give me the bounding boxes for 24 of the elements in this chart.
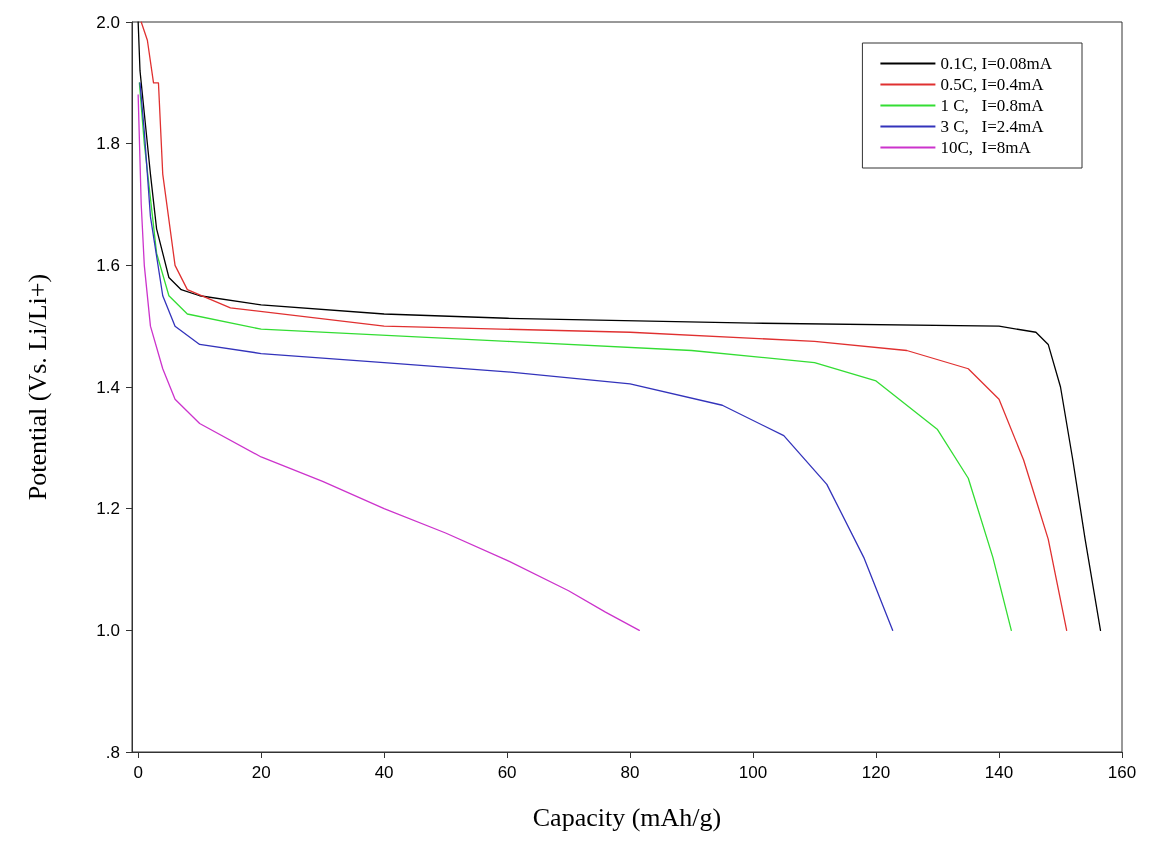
legend-label: 0.5C, I=0.4mA [940, 75, 1045, 94]
x-tick-label: 160 [1107, 763, 1137, 782]
y-tick-label: 1.6 [96, 255, 120, 275]
legend-label: 10C, I=8mA [940, 138, 1032, 157]
x-tick-label: 20 [251, 763, 271, 782]
legend-label: 0.1C, I=0.08mA [940, 54, 1053, 73]
x-axis-title: Capacity (mAh/g) [532, 802, 722, 832]
y-tick-label: 1.0 [96, 620, 120, 640]
x-tick-label: 100 [738, 763, 768, 782]
legend-label: 1 C, I=0.8mA [940, 96, 1045, 115]
x-tick-label: 0 [133, 763, 143, 782]
y-tick-label: 1.8 [96, 134, 120, 154]
x-tick-label: 60 [497, 763, 517, 782]
line-series [137, 94, 640, 631]
x-tick-label: 120 [861, 763, 891, 782]
x-tick-label: 140 [984, 763, 1014, 782]
y-axis-title: Potential (Vs. Li/Li+) [22, 273, 52, 501]
x-tick-label: 40 [374, 763, 394, 782]
y-tick-label: 1.4 [96, 377, 120, 397]
y-tick-label: 1.2 [96, 499, 120, 519]
y-tick-label: 2.0 [96, 12, 120, 32]
legend-label: 3 C, I=2.4mA [940, 117, 1045, 136]
y-tick-label: .8 [105, 742, 120, 762]
x-tick-label: 80 [620, 763, 640, 782]
